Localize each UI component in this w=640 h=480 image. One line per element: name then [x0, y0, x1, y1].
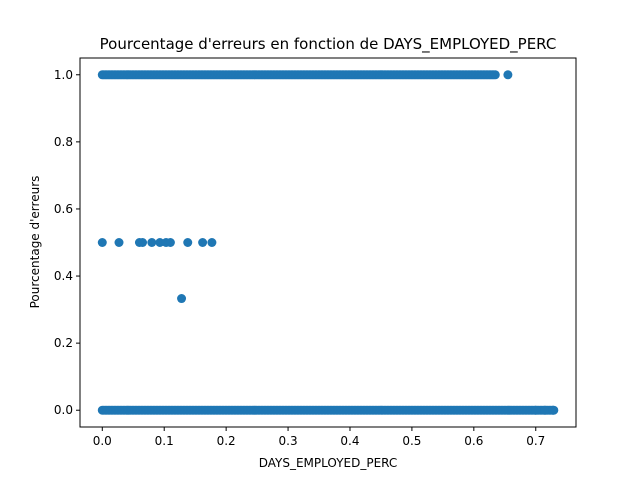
y-axis-label: Pourcentage d'erreurs — [28, 176, 42, 309]
chart-title: Pourcentage d'erreurs en fonction de DAY… — [100, 35, 557, 54]
data-point — [198, 238, 208, 247]
y-tick-label: 0.6 — [54, 202, 73, 216]
data-point — [97, 238, 107, 247]
y-tick-label: 0.0 — [54, 403, 73, 417]
x-tick-label: 0.2 — [217, 434, 236, 448]
data-point — [114, 238, 124, 247]
dense-band-1 — [97, 405, 559, 415]
x-tick-label: 0.0 — [93, 434, 112, 448]
y-tick-label: 0.4 — [54, 269, 73, 283]
x-tick-label: 0.5 — [402, 434, 421, 448]
plot-frame — [79, 57, 577, 428]
y-axis-ticks: 0.0 0.2 0.4 0.6 0.8 1.0 — [54, 68, 80, 417]
x-tick-label: 0.7 — [526, 434, 545, 448]
data-point — [183, 238, 193, 247]
data-point — [540, 405, 550, 415]
x-tick-label: 0.4 — [340, 434, 359, 448]
y-tick-label: 0.8 — [54, 135, 73, 149]
data-points — [97, 70, 559, 415]
data-point — [207, 238, 217, 247]
x-axis-label: DAYS_EMPLOYED_PERC — [259, 456, 398, 470]
data-point — [490, 70, 500, 80]
data-point — [147, 238, 157, 247]
x-axis-ticks: 0.0 0.1 0.2 0.3 0.4 0.5 0.6 0.7 — [93, 427, 545, 448]
data-point — [531, 405, 541, 415]
data-point — [548, 405, 558, 415]
data-point — [177, 294, 187, 304]
x-tick-label: 0.3 — [279, 434, 298, 448]
data-point — [155, 238, 165, 247]
data-point — [165, 238, 175, 247]
data-point — [503, 70, 513, 80]
data-point — [138, 238, 148, 247]
x-tick-label: 0.1 — [155, 434, 174, 448]
dense-band-0 — [97, 70, 500, 80]
x-tick-label: 0.6 — [464, 434, 483, 448]
y-tick-label: 0.2 — [54, 336, 73, 350]
y-tick-label: 1.0 — [54, 68, 73, 82]
